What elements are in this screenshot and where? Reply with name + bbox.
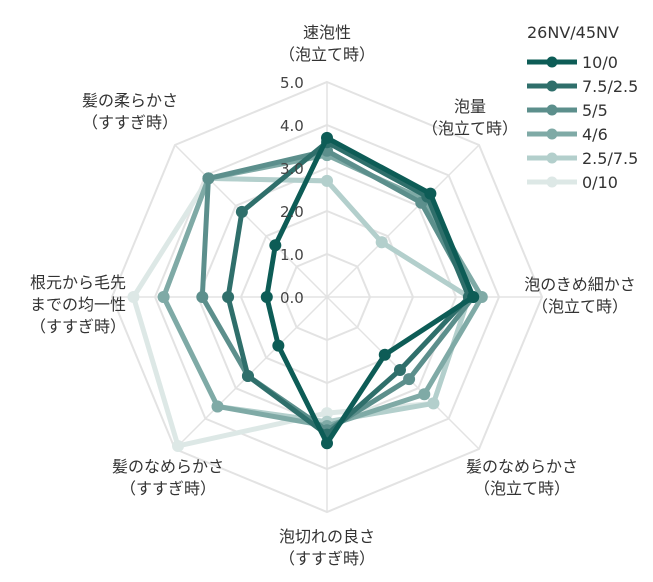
legend-label: 5/5 — [582, 101, 608, 120]
tick-label: 3.0 — [280, 160, 304, 178]
data-point — [321, 131, 333, 144]
data-point — [321, 407, 333, 420]
legend-marker — [546, 176, 558, 188]
axis-label: 泡切れの良さ（すすぎ時） — [279, 527, 375, 568]
data-point — [403, 373, 416, 386]
legend-label: 4/6 — [582, 125, 608, 144]
data-point — [241, 370, 254, 383]
tick-label: 2.0 — [280, 203, 304, 221]
data-point — [211, 400, 224, 413]
data-point — [269, 239, 282, 252]
legend-label: 10/0 — [582, 53, 618, 72]
legend-title: 26NV/45NV — [527, 23, 619, 42]
legend-item: 5/5 — [527, 101, 608, 120]
data-point — [467, 291, 480, 303]
radar-grid — [110, 80, 544, 514]
data-point — [393, 363, 406, 376]
data-point — [375, 236, 388, 249]
tick-label: 0.0 — [280, 289, 304, 307]
legend-marker — [546, 80, 558, 92]
data-point — [272, 339, 285, 352]
data-point — [378, 348, 391, 361]
data-point — [196, 291, 209, 303]
data-point — [321, 437, 333, 450]
axis-label: 髪のなめらかさ（すすぎ時） — [112, 457, 224, 498]
data-point — [235, 205, 248, 218]
axis-label: 速泡性（泡立て時） — [279, 23, 375, 64]
data-point — [475, 291, 488, 303]
data-point — [418, 388, 431, 401]
data-point — [157, 291, 170, 303]
axis-label: 髪のなめらかさ（泡立て時） — [466, 457, 578, 498]
tick-label: 5.0 — [280, 74, 304, 92]
legend-label: 7.5/2.5 — [582, 77, 638, 96]
data-point — [127, 291, 140, 303]
grid-spoke — [174, 144, 328, 298]
axis-label: 泡のきめ細かさ（泡立て時） — [524, 275, 636, 316]
radial-tick-labels: 0.0 1.0 2.0 3.0 4.0 5.0 — [280, 74, 304, 307]
radar-series — [127, 131, 488, 452]
series-10-0 — [260, 131, 480, 450]
legend-item: 0/10 — [527, 173, 618, 192]
legend-label: 0/10 — [582, 173, 618, 192]
legend-marker — [546, 104, 558, 116]
data-point — [427, 397, 440, 410]
data-point — [424, 187, 437, 200]
data-point — [260, 291, 273, 303]
axis-label: 髪の柔らかさ（すすぎ時） — [82, 91, 178, 132]
tick-label: 4.0 — [280, 117, 304, 135]
legend: 26NV/45NV 10/0 7.5/2.5 5/5 4/6 2.5/7.5 0/10 — [527, 23, 638, 192]
legend-item: 4/6 — [527, 125, 608, 144]
legend-item: 2.5/7.5 — [527, 149, 638, 168]
legend-marker — [546, 56, 558, 68]
data-point — [321, 174, 333, 187]
axis-labels: 速泡性（泡立て時） 泡量（泡立て時） 泡のきめ細かさ（泡立て時） 髪のなめらかさ（泡立… — [30, 23, 636, 568]
legend-marker — [546, 128, 558, 140]
grid-spoke — [326, 144, 480, 298]
axis-label: 泡量（泡立て時） — [422, 97, 518, 138]
axis-label: 根元から毛先までの均一性（すすぎ時） — [30, 273, 126, 336]
data-point — [172, 439, 185, 452]
data-point — [202, 172, 215, 185]
tick-label: 1.0 — [280, 246, 304, 264]
legend-marker — [546, 152, 558, 164]
legend-label: 2.5/7.5 — [582, 149, 638, 168]
data-point — [222, 291, 235, 303]
legend-item: 10/0 — [527, 53, 618, 72]
legend-item: 7.5/2.5 — [527, 77, 638, 96]
series-line — [225, 139, 472, 438]
